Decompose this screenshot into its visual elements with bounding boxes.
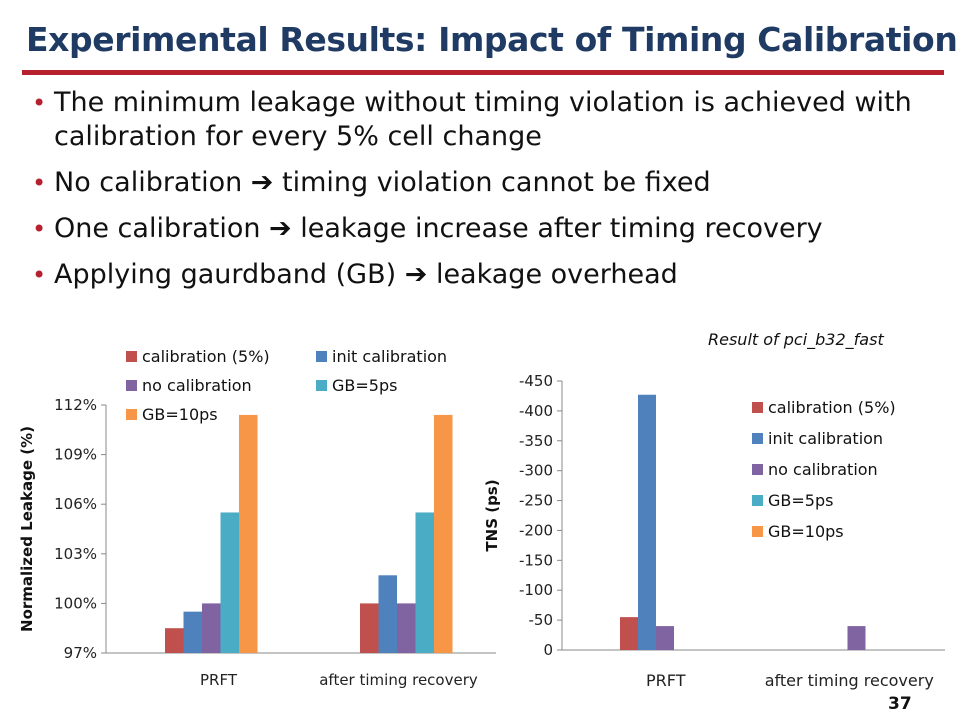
bar — [220, 512, 239, 653]
y-tick-label: 103% — [54, 545, 97, 563]
legend-label: no calibration — [142, 376, 252, 395]
bar — [360, 603, 379, 653]
chart-caption: Result of pci_b32_fast — [708, 330, 884, 349]
bullet-item: • Applying gaurdband (GB) ➔ leakage overh… — [30, 258, 950, 292]
leakage-chart: 97% 100% 103% 106% 109% 112% Normalized Leakag… — [18, 347, 496, 689]
legend-swatch — [752, 433, 763, 444]
legend-swatch — [126, 380, 137, 391]
y-tick-label: -300 — [519, 462, 553, 480]
y-tick-label: -150 — [519, 551, 553, 569]
bullet-dot-icon: • — [32, 261, 47, 289]
bar — [378, 575, 397, 653]
bar — [415, 512, 434, 653]
bullet-dot-icon: • — [32, 215, 47, 243]
bullet-item: • The minimum leakage without timing viol… — [30, 86, 950, 154]
legend-label: no calibration — [768, 460, 878, 479]
y-tick-label: -50 — [529, 611, 554, 629]
bullet-text: No calibration ➔ timing violation cannot… — [54, 167, 711, 198]
legend-label: calibration (5%) — [768, 398, 896, 417]
x-tick-label: after timing recovery — [765, 671, 934, 690]
y-tick-label: -350 — [519, 432, 553, 450]
bullet-text: Applying gaurdband (GB) ➔ leakage overhe… — [54, 259, 678, 290]
bar — [656, 626, 674, 650]
y-axis-label: TNS (ps) — [483, 479, 501, 551]
bar — [239, 414, 258, 653]
legend-label: GB=5ps — [332, 376, 397, 395]
bullet-text: One calibration ➔ leakage increase after… — [54, 213, 823, 244]
y-tick-label: 97% — [64, 644, 97, 662]
bar — [165, 628, 184, 653]
x-tick-label: PRFT — [646, 671, 686, 690]
bullet-dot-icon: • — [32, 89, 47, 117]
y-axis-label: Normalized Leakage (%) — [18, 426, 36, 632]
page-number: 37 — [888, 694, 912, 714]
legend-swatch — [126, 351, 137, 362]
legend-swatch — [126, 409, 137, 420]
y-tick-label: 100% — [54, 594, 97, 612]
legend-label: init calibration — [768, 429, 883, 448]
legend-swatch — [752, 464, 763, 475]
bar — [434, 414, 453, 653]
bullet-item: • One calibration ➔ leakage increase afte… — [30, 212, 950, 246]
bar — [620, 617, 638, 650]
x-tick-label: after timing recovery — [319, 671, 478, 689]
y-tick-label: 112% — [54, 396, 97, 414]
bar — [847, 626, 866, 650]
legend-label: GB=5ps — [768, 491, 833, 510]
y-tick-label: -200 — [519, 521, 553, 539]
legend-swatch — [316, 380, 327, 391]
legend-swatch — [316, 351, 327, 362]
bullet-text: The minimum leakage without timing viola… — [54, 87, 912, 152]
title-divider — [22, 70, 944, 75]
legend-swatch — [752, 526, 763, 537]
legend-swatch — [752, 495, 763, 506]
bar — [638, 394, 656, 650]
legend-label: init calibration — [332, 347, 447, 366]
bar — [397, 603, 416, 653]
legend-label: calibration (5%) — [142, 347, 270, 366]
x-tick-label: PRFT — [200, 671, 238, 689]
slide-title: Experimental Results: Impact of Timing C… — [26, 20, 958, 59]
bullet-item: • No calibration ➔ timing violation canno… — [30, 166, 950, 200]
bar — [183, 611, 202, 653]
y-tick-label: -100 — [519, 581, 553, 599]
y-tick-label: -400 — [519, 402, 553, 420]
y-tick-label: 109% — [54, 446, 97, 464]
bar — [202, 603, 221, 653]
y-tick-label: -450 — [519, 372, 553, 390]
legend-label: GB=10ps — [142, 405, 218, 424]
y-tick-label: -250 — [519, 492, 553, 510]
bullet-list: • The minimum leakage without timing viol… — [30, 86, 950, 304]
legend-swatch — [752, 402, 763, 413]
bullet-dot-icon: • — [32, 169, 47, 197]
y-tick-label: 106% — [54, 495, 97, 513]
legend-label: GB=10ps — [768, 522, 844, 541]
y-tick-label: 0 — [543, 641, 553, 659]
